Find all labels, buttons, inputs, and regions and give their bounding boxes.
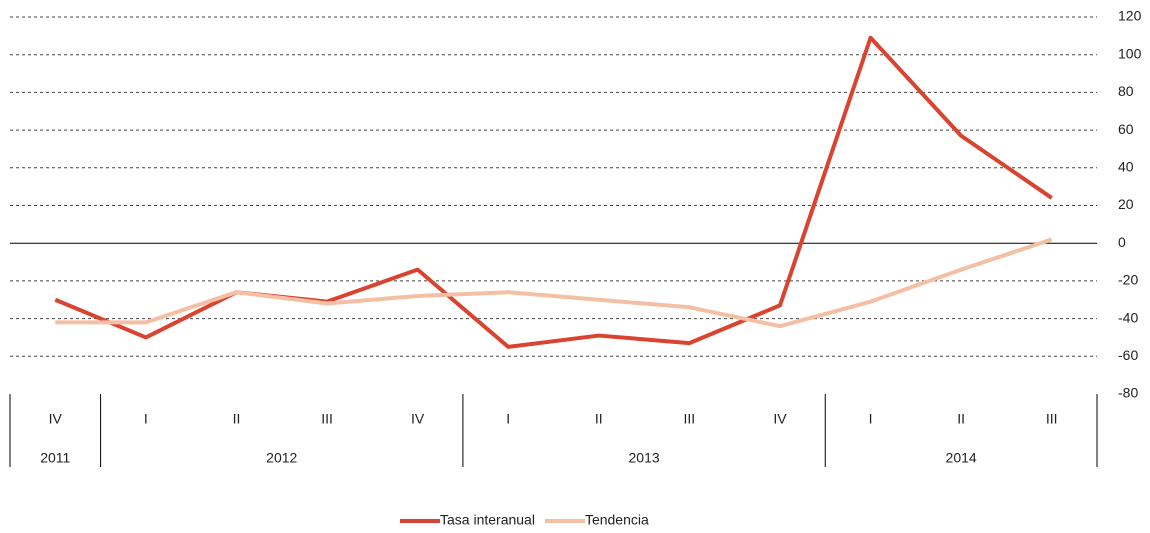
x-tick-label: II [957, 411, 965, 427]
legend-label: Tasa interanual [440, 512, 535, 528]
x-tick-label: III [684, 411, 696, 427]
y-tick-label: -40 [1118, 309, 1138, 325]
y-tick-label: 40 [1118, 159, 1134, 175]
y-tick-label: -20 [1118, 272, 1138, 288]
series-line [54, 35, 1053, 349]
x-tick-label: II [595, 411, 603, 427]
y-tick-label: -80 [1118, 385, 1138, 401]
legend-label: Tendencia [585, 512, 649, 528]
x-tick-label: IV [411, 411, 425, 427]
y-tick-label: 100 [1118, 45, 1142, 61]
series-line [55, 237, 1053, 329]
y-tick-label: 0 [1118, 234, 1126, 250]
x-tick-label: I [869, 411, 873, 427]
y-tick-label: 80 [1118, 83, 1134, 99]
x-tick-label: II [233, 411, 241, 427]
group-label: 2013 [629, 450, 660, 466]
x-tick-label: III [321, 411, 333, 427]
x-tick-label: IV [773, 411, 787, 427]
x-tick-label: IV [49, 411, 63, 427]
x-tick-label: III [1046, 411, 1058, 427]
y-tick-label: 60 [1118, 121, 1134, 137]
group-label: 2011 [40, 450, 70, 466]
x-tick-label: I [144, 411, 148, 427]
group-label: 2012 [266, 450, 297, 466]
y-tick-label: 20 [1118, 196, 1134, 212]
group-label: 2014 [946, 450, 977, 466]
x-tick-label: I [506, 411, 510, 427]
y-tick-label: 120 [1118, 8, 1142, 24]
y-tick-label: -60 [1118, 347, 1138, 363]
